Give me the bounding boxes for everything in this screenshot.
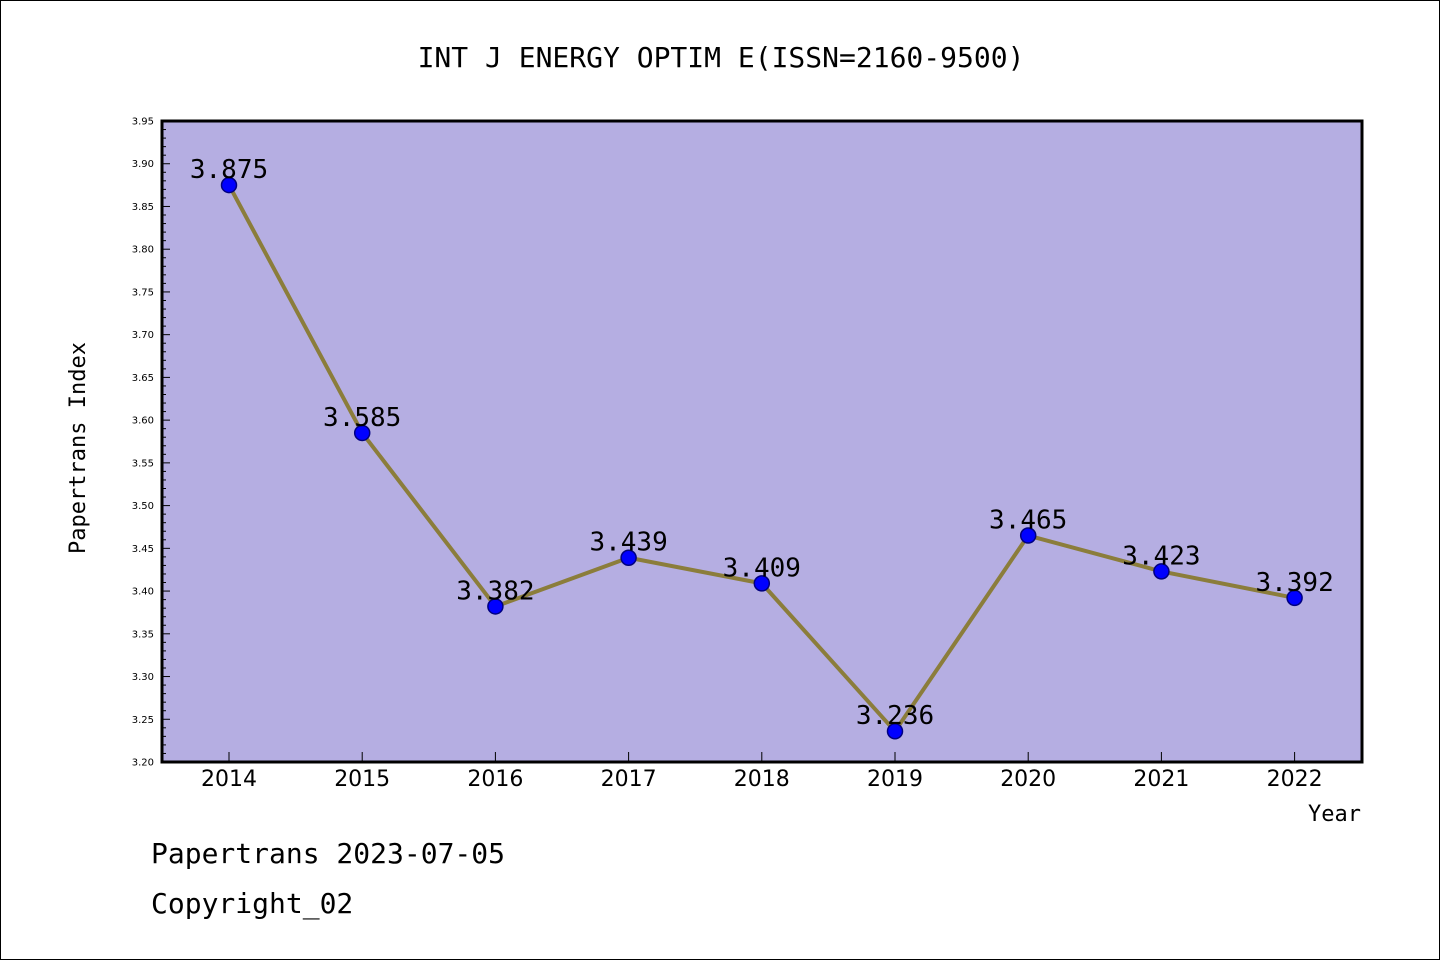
x-axis-label: Year [1308,802,1361,827]
y-tick-label: 3.40 [132,587,154,598]
data-label: 3.423 [1122,541,1200,571]
data-label: 3.439 [589,528,667,558]
y-axis-ticks: 3.20 3.25 3.30 3.35 3.40 3.45 3.50 3.55 3.60 3.65… [132,117,170,769]
y-tick-label: 3.75 [132,287,154,298]
x-tick-label: 2016 [467,767,523,792]
data-point-marker [487,598,504,615]
y-axis-label: Papertrans Index [66,342,91,554]
y-tick-label: 3.90 [132,159,154,170]
y-tick-label: 3.70 [132,330,154,341]
data-point-marker [886,722,904,740]
y-tick-label: 3.80 [132,245,154,256]
data-point-marker [220,176,238,194]
y-tick-label: 3.45 [132,544,154,555]
y-tick-label: 3.25 [132,715,154,726]
data-label: 3.392 [1255,568,1333,598]
y-tick-label: 3.30 [132,672,154,683]
x-tick-label: 2022 [1267,767,1323,792]
data-label: 3.585 [323,403,401,433]
y-tick-label: 3.50 [132,501,154,512]
data-label: 3.465 [989,506,1067,536]
data-point-marker [753,575,771,592]
footer-date-text: Papertrans 2023-07-05 [151,837,506,870]
chart-title: INT J ENERGY OPTIM E(ISSN=2160-9500) [418,41,1025,74]
x-tick-label: 2018 [734,767,790,792]
y-tick-label: 3.35 [132,629,154,640]
y-tick-label: 3.20 [132,758,154,769]
data-point-marker [620,549,637,566]
plot-border [160,119,1364,764]
data-label: 3.409 [723,553,801,583]
y-tick-label: 3.55 [132,458,154,469]
data-point-marker [1286,589,1303,607]
x-tick-label: 2015 [334,767,390,792]
x-tick-label: 2017 [601,767,657,792]
x-axis-ticks: 2014 2015 2016 2017 2018 2019 2020 2021 2022 [201,752,1323,792]
y-tick-label: 3.95 [132,117,154,128]
y-tick-label: 3.60 [132,416,154,427]
plot-area [162,121,1362,762]
x-tick-label: 2014 [201,767,257,792]
marker-group [220,176,1303,740]
x-tick-label: 2020 [1000,767,1056,792]
data-label-group: 3.875 3.585 3.382 3.439 3.409 3.236 3.465 3.423… [190,155,1334,731]
footer-copyright-text: Copyright_02 [151,887,354,920]
data-point-marker [353,424,371,442]
x-tick-label: 2019 [867,767,923,792]
data-label: 3.382 [456,576,534,606]
data-label: 3.875 [190,155,268,185]
y-tick-label: 3.65 [132,373,154,384]
y-tick-label: 3.85 [132,202,154,213]
x-tick-label: 2021 [1133,767,1189,792]
data-point-marker [1153,563,1170,580]
data-label: 3.236 [856,701,934,731]
data-point-marker [1019,527,1037,544]
